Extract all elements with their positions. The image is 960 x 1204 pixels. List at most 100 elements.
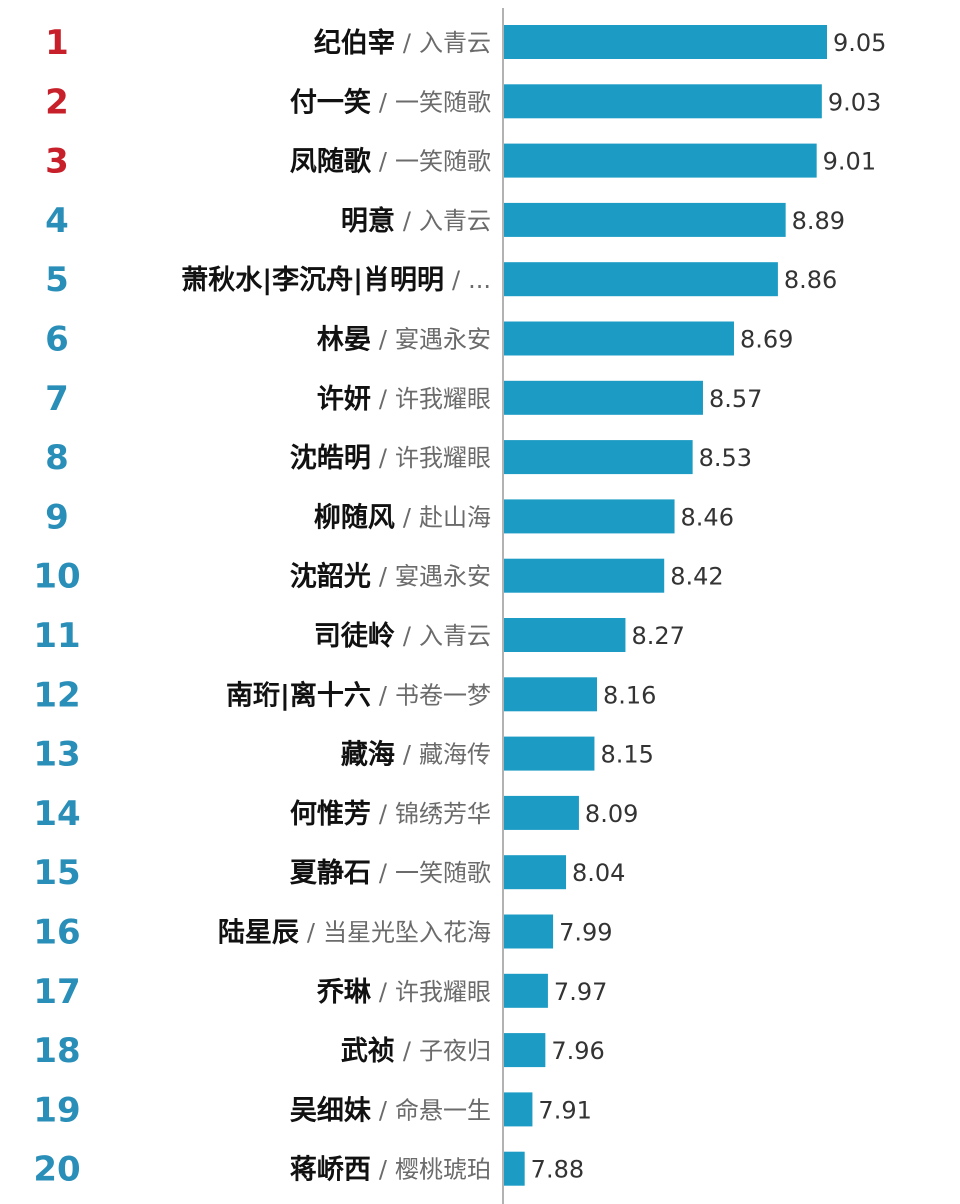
- bar-value-label: 7.96: [551, 1037, 604, 1065]
- drama-title: 宴遇永安: [395, 326, 491, 354]
- bar-value-label: 8.86: [784, 266, 837, 294]
- character-name: 凤随歌: [290, 147, 372, 178]
- separator: /: [379, 88, 388, 116]
- bar: [504, 677, 598, 712]
- drama-title: 入青云: [419, 207, 491, 235]
- separator: /: [379, 326, 388, 354]
- rank-number: 15: [33, 853, 80, 893]
- chart-row: 19 命悬一生/ 吴细妹 7.91: [33, 1090, 592, 1130]
- rank-number: 1: [45, 23, 69, 63]
- character-name: 付一笑: [290, 86, 371, 118]
- bar: [504, 499, 675, 534]
- rank-number: 19: [33, 1090, 80, 1130]
- rows-layer: 1 入青云/纪伯宰 9.052 一笑随歌/付一笑 9.033 一笑随歌/凤随歌 9.014 入…: [33, 23, 886, 1190]
- chart-row: 11 入青云/ 司徒岭 8.27: [33, 616, 685, 656]
- chart-row: 10 宴遇永安/ 沈韶光 8.42: [33, 557, 723, 597]
- bar: [504, 973, 548, 1008]
- rank-number: 7: [45, 379, 69, 419]
- character-name: 乔琳: [316, 977, 372, 1008]
- bar-value-label: 8.09: [585, 800, 638, 828]
- bar: [504, 143, 817, 178]
- bar: [504, 736, 595, 771]
- separator: /: [307, 919, 316, 947]
- bar: [504, 84, 822, 119]
- bar-value-label: 8.57: [709, 385, 762, 413]
- separator: /: [403, 1037, 412, 1065]
- chart-row: 13 藏海传/ 藏海 8.15: [33, 735, 654, 775]
- bar: [504, 914, 554, 949]
- chart-row: 18 子夜归/ 武祯 7.96: [33, 1031, 604, 1071]
- character-name: 柳随风: [314, 502, 395, 533]
- chart-row: 12 书卷一梦/ 南珩|离十六 8.16: [33, 675, 656, 715]
- character-name: 蒋峤西: [290, 1155, 371, 1186]
- rank-number: 14: [33, 794, 80, 834]
- character-name: 沈皓明: [290, 443, 371, 474]
- bar: [504, 440, 693, 475]
- separator: /: [379, 385, 388, 413]
- bar-value-label: 8.46: [681, 503, 734, 531]
- chart-row: 20 樱桃琥珀/ 蒋峤西 7.88: [33, 1150, 584, 1190]
- drama-title: 当星光坠入花海: [323, 919, 491, 947]
- rank-number: 11: [33, 616, 80, 656]
- chart-row: 5 ... / 萧秋水|李沉舟|肖明明 8.86: [45, 260, 837, 300]
- separator: /: [379, 563, 388, 591]
- chart-row: 16 当星光坠入花海/ 陆星辰 7.99: [33, 913, 612, 953]
- chart-row: 3 一笑随歌/凤随歌 9.01: [45, 142, 876, 182]
- separator: /: [379, 148, 388, 176]
- bar-value-label: 8.89: [792, 207, 845, 235]
- character-name: 林晏: [317, 325, 371, 356]
- rank-number: 8: [45, 438, 69, 478]
- bar-value-label: 9.03: [828, 88, 881, 116]
- drama-title: 一笑随歌: [395, 148, 491, 176]
- drama-title: ...: [468, 266, 491, 294]
- drama-title: 命悬一生: [395, 1096, 491, 1124]
- rank-number: 3: [45, 142, 69, 182]
- bar-value-label: 7.99: [559, 919, 612, 947]
- chart-row: 9 赴山海/ 柳随风 8.46: [45, 497, 734, 537]
- rank-number: 10: [33, 557, 80, 597]
- rank-number: 17: [33, 972, 80, 1012]
- chart-row: 2 一笑随歌/ 付一笑 9.03: [45, 82, 881, 122]
- bar-value-label: 8.69: [740, 326, 793, 354]
- bar-value-label: 7.91: [538, 1096, 591, 1124]
- separator: /: [403, 29, 412, 57]
- chart-row: 17 许我耀眼/乔琳 7.97: [33, 972, 607, 1012]
- separator: /: [403, 503, 412, 531]
- separator: /: [379, 1096, 388, 1124]
- rank-number: 6: [45, 320, 69, 360]
- bar: [504, 1092, 533, 1127]
- bar: [504, 855, 567, 890]
- separator: /: [403, 207, 412, 235]
- rank-number: 20: [33, 1150, 80, 1190]
- chart-row: 6 宴遇永安/ 林晏 8.69: [45, 320, 793, 360]
- character-name: 沈韶光: [290, 561, 371, 593]
- separator: /: [379, 978, 388, 1006]
- bar: [504, 380, 703, 415]
- separator: /: [379, 800, 388, 828]
- bar-value-label: 7.97: [554, 978, 607, 1006]
- separator: /: [379, 444, 388, 472]
- character-name: 许妍: [317, 384, 371, 415]
- drama-title: 一笑随歌: [395, 88, 491, 116]
- character-name: 南珩|离十六: [226, 679, 371, 711]
- drama-title: 宴遇永安: [395, 563, 491, 591]
- character-name: 武祯: [341, 1035, 395, 1067]
- rank-number: 5: [45, 260, 69, 300]
- bar: [504, 618, 626, 652]
- character-name: 纪伯宰: [314, 27, 395, 59]
- drama-title: 锦绣芳华: [395, 800, 491, 828]
- bar: [504, 321, 734, 356]
- character-name: 夏静石: [290, 858, 371, 889]
- separator: /: [379, 1156, 388, 1184]
- drama-title: 子夜归: [419, 1037, 491, 1065]
- separator: /: [452, 266, 461, 294]
- bar: [504, 25, 827, 59]
- drama-title: 入青云: [419, 29, 491, 57]
- bar: [504, 202, 786, 237]
- drama-title: 书卷一梦: [395, 681, 491, 709]
- bar: [504, 795, 579, 830]
- bar: [504, 1033, 546, 1068]
- bar-value-label: 8.53: [699, 444, 752, 472]
- chart-row: 1 入青云/ 纪伯宰 9.05: [45, 23, 886, 63]
